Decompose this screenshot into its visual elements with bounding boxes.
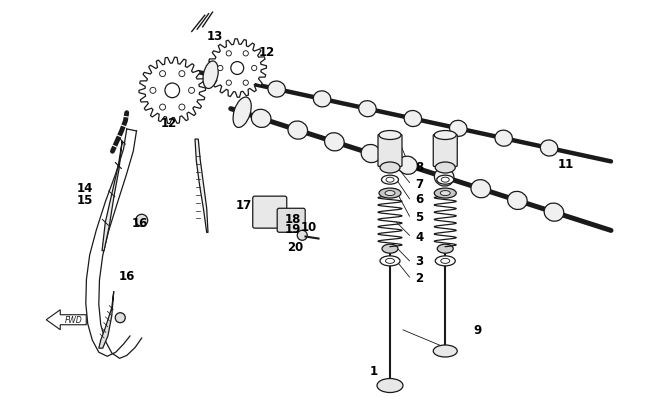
Circle shape [226, 81, 231, 86]
Text: 7: 7 [415, 178, 423, 191]
Polygon shape [99, 292, 114, 348]
Ellipse shape [313, 92, 331, 108]
Circle shape [115, 313, 125, 323]
Circle shape [218, 66, 223, 71]
Ellipse shape [288, 122, 307, 140]
Text: 14: 14 [76, 182, 93, 195]
Text: 12: 12 [161, 117, 177, 130]
Ellipse shape [380, 162, 400, 174]
Ellipse shape [398, 157, 417, 175]
Text: 15: 15 [76, 193, 93, 206]
FancyBboxPatch shape [253, 197, 287, 228]
Text: 16: 16 [131, 216, 148, 229]
Ellipse shape [233, 98, 252, 128]
Text: 12: 12 [259, 46, 274, 59]
Text: 5: 5 [415, 210, 423, 223]
FancyBboxPatch shape [378, 135, 402, 167]
Ellipse shape [252, 110, 271, 128]
Polygon shape [102, 142, 122, 251]
Ellipse shape [377, 379, 403, 392]
Ellipse shape [440, 191, 450, 196]
Ellipse shape [437, 176, 454, 185]
Text: 18: 18 [284, 212, 301, 225]
Ellipse shape [508, 192, 527, 210]
Ellipse shape [379, 131, 401, 140]
Ellipse shape [361, 145, 381, 163]
Text: 6: 6 [415, 193, 423, 206]
Ellipse shape [359, 101, 376, 117]
Circle shape [226, 51, 231, 57]
Text: 8: 8 [415, 160, 423, 173]
FancyBboxPatch shape [434, 135, 457, 167]
Ellipse shape [222, 72, 240, 88]
Ellipse shape [324, 133, 345, 151]
Text: 4: 4 [415, 230, 423, 243]
Ellipse shape [268, 82, 285, 98]
Ellipse shape [385, 191, 395, 196]
Ellipse shape [441, 178, 449, 183]
Ellipse shape [380, 256, 400, 266]
Text: 16: 16 [118, 269, 135, 282]
Ellipse shape [450, 121, 467, 137]
Ellipse shape [437, 245, 453, 254]
Circle shape [243, 81, 248, 86]
Ellipse shape [434, 345, 457, 357]
Text: 13: 13 [207, 30, 222, 43]
Circle shape [297, 231, 307, 241]
Polygon shape [139, 58, 205, 124]
Ellipse shape [441, 259, 450, 264]
Ellipse shape [382, 176, 398, 185]
Circle shape [136, 215, 148, 227]
Polygon shape [195, 140, 208, 233]
Text: 1: 1 [370, 364, 378, 377]
Text: 17: 17 [235, 198, 252, 211]
Ellipse shape [404, 111, 422, 127]
Ellipse shape [540, 141, 558, 157]
Ellipse shape [471, 180, 491, 198]
Ellipse shape [379, 189, 401, 198]
Text: 10: 10 [300, 220, 317, 233]
Ellipse shape [434, 168, 454, 187]
Text: 2: 2 [415, 271, 423, 284]
Ellipse shape [386, 178, 394, 183]
Ellipse shape [203, 62, 218, 90]
Text: 20: 20 [287, 241, 304, 254]
Circle shape [188, 88, 194, 94]
Ellipse shape [434, 131, 456, 140]
FancyBboxPatch shape [277, 209, 305, 233]
Circle shape [150, 88, 156, 94]
Circle shape [243, 51, 248, 57]
Text: 9: 9 [474, 324, 482, 337]
Text: 19: 19 [284, 222, 301, 235]
Ellipse shape [382, 245, 398, 254]
Text: 3: 3 [415, 255, 423, 268]
Circle shape [165, 84, 179, 98]
Circle shape [179, 105, 185, 111]
Ellipse shape [434, 189, 456, 198]
Ellipse shape [544, 204, 564, 222]
Polygon shape [46, 310, 86, 330]
Circle shape [160, 71, 166, 77]
Ellipse shape [385, 259, 395, 264]
Circle shape [231, 62, 244, 75]
Polygon shape [208, 40, 266, 98]
Ellipse shape [436, 162, 455, 174]
Ellipse shape [436, 256, 455, 266]
Circle shape [179, 71, 185, 77]
Text: FWD: FWD [64, 315, 82, 324]
Text: 11: 11 [558, 158, 573, 171]
Circle shape [252, 66, 257, 71]
Circle shape [160, 105, 166, 111]
Ellipse shape [495, 131, 512, 147]
